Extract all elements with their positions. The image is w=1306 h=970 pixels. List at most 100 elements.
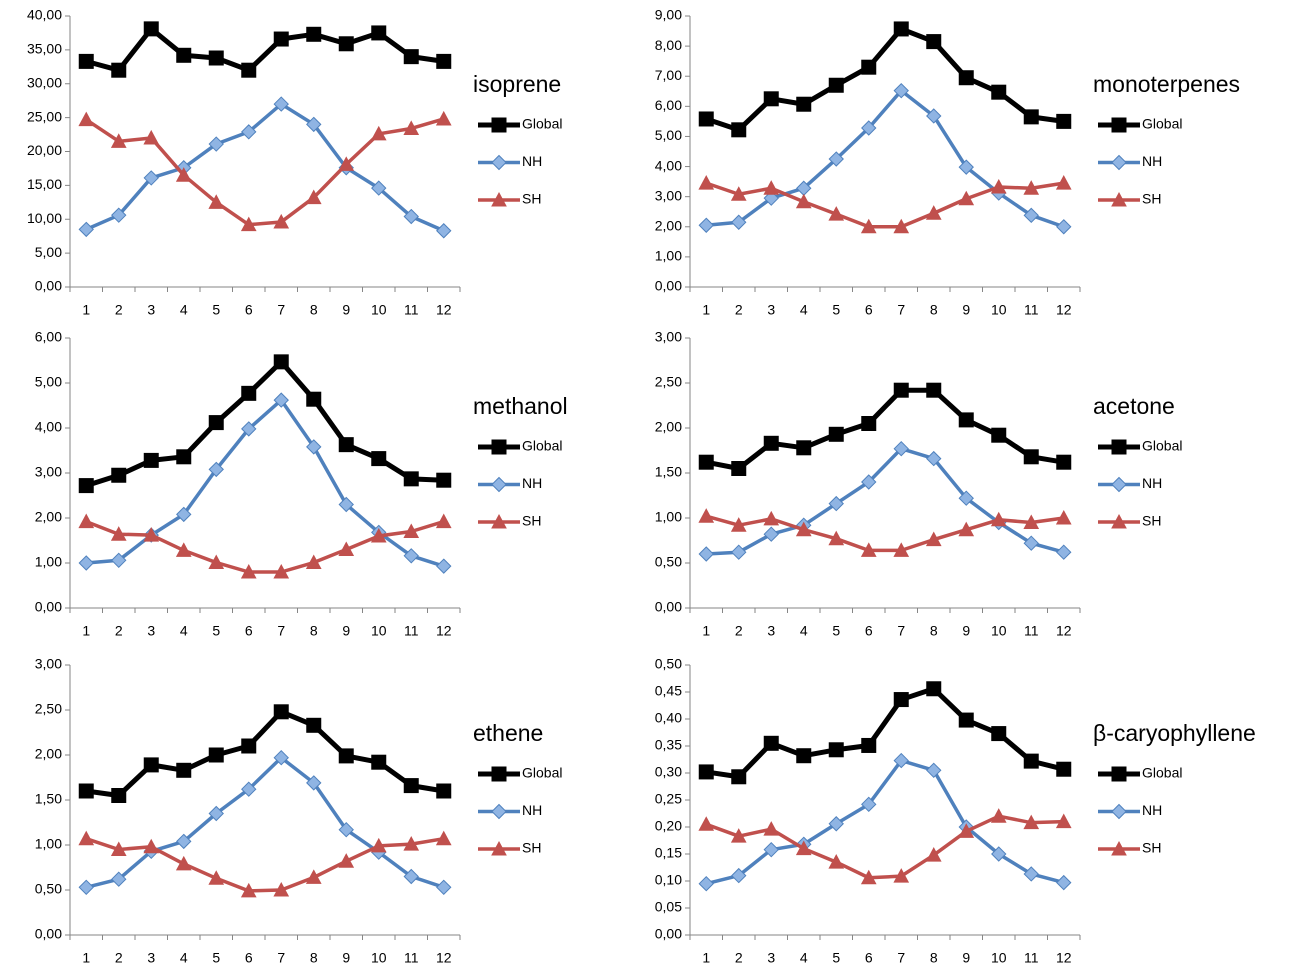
x-tick-label: 9 [962,950,970,966]
legend-marker [491,513,507,529]
y-tick-label: 0,00 [655,278,682,294]
legend-marker [1111,191,1127,207]
chart-title: monoterpenes [1093,71,1240,97]
data-point [763,435,779,451]
x-tick-label: 7 [897,623,905,639]
legend-marker [491,117,507,133]
data-point [436,472,452,488]
data-point [208,136,224,152]
x-tick-label: 11 [1024,950,1039,966]
y-tick-label: 3,00 [35,464,62,480]
data-point [1023,753,1039,769]
data-point [403,523,420,538]
legend-marker [1111,766,1127,782]
data-point [338,821,354,838]
x-tick-label: 6 [865,950,873,966]
data-point [403,49,419,65]
y-tick-label: 1,00 [655,509,682,525]
x-tick-label: 3 [147,950,155,966]
x-tick-label: 1 [702,950,710,966]
x-tick-label: 3 [767,623,775,639]
y-tick-label: 8,00 [655,37,682,53]
data-point [273,563,290,579]
data-point [731,769,747,785]
data-point [143,170,159,186]
x-tick-label: 8 [310,950,318,966]
x-tick-label: 7 [897,302,905,318]
series-line [85,836,445,893]
data-point [338,437,354,453]
x-tick-label: 5 [832,302,840,318]
legend-marker [1111,117,1127,133]
x-tick-label: 8 [930,623,938,639]
series-line [705,387,1065,471]
y-tick-label: 4,00 [35,419,62,435]
data-point [78,879,94,896]
y-tick-label: 30,00 [27,74,62,90]
data-point [730,517,747,532]
data-point [306,26,322,42]
data-point [371,180,387,196]
y-tick-label: 1,50 [655,464,682,480]
data-point [991,846,1007,862]
x-tick-label: 2 [115,950,123,966]
x-tick-label: 6 [245,623,253,639]
legend-label: NH [522,153,542,169]
data-point [1055,813,1072,829]
y-tick-label: 2,00 [35,509,62,525]
legend-label: SH [1142,191,1161,207]
data-point [795,193,812,209]
series-line [85,117,445,227]
y-tick-label: 5,00 [655,127,682,143]
y-tick-label: 0,45 [655,683,682,699]
legend-label: NH [522,802,542,818]
x-tick-label: 5 [212,623,220,639]
legend-label: SH [522,513,541,529]
data-point [176,833,192,850]
data-point [990,178,1007,194]
legend-label: NH [1142,153,1162,169]
y-tick-label: 1,50 [35,791,62,807]
data-point [110,133,127,148]
y-tick-label: 0,05 [655,899,682,915]
y-tick-label: 1,00 [35,554,62,570]
data-point [208,747,224,763]
y-tick-label: 0,40 [655,710,682,726]
data-point [111,207,127,223]
data-point [763,526,779,542]
data-point [403,868,419,885]
data-point [338,156,355,171]
y-tick-label: 0,10 [655,872,682,888]
data-point [78,111,95,127]
x-tick-label: 1 [702,623,710,639]
x-tick-label: 7 [277,302,285,318]
y-tick-label: 0,35 [655,737,682,753]
y-tick-label: 1,00 [35,836,62,852]
x-tick-label: 12 [1056,302,1072,318]
data-point [1056,874,1072,891]
x-tick-label: 10 [991,950,1007,966]
data-point [860,869,877,885]
data-point [241,421,257,437]
y-tick-label: 2,00 [655,419,682,435]
y-tick-label: 0,00 [35,926,62,942]
data-point [698,175,715,190]
y-tick-label: 3,00 [35,656,62,672]
y-tick-label: 5,00 [35,244,62,260]
x-tick-label: 2 [115,302,123,318]
data-point [371,754,387,770]
x-tick-label: 3 [147,623,155,639]
x-tick-label: 2 [735,950,743,966]
data-point [1056,544,1072,560]
data-point [731,867,747,884]
data-point [1055,175,1072,190]
data-point [78,555,94,571]
data-point [893,542,910,557]
data-point [731,122,747,138]
data-point [1023,814,1040,830]
data-point [436,558,452,574]
series-line [85,26,445,73]
x-tick-label: 4 [180,950,188,966]
x-tick-label: 8 [310,302,318,318]
series-line [705,758,1065,886]
